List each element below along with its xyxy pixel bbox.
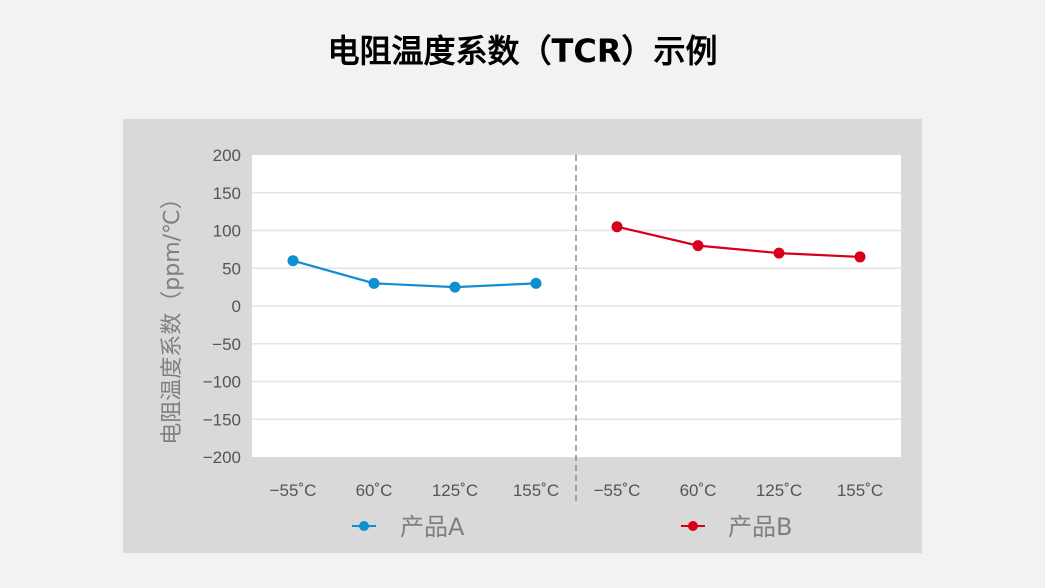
data-point [854,251,866,263]
x-tick-label: −55˚C [594,481,641,500]
page-title: 电阻温度系数（TCR）示例 [327,32,718,70]
data-point [611,221,623,233]
legend-label: 产品A [400,513,465,541]
data-point [449,281,461,293]
y-tick-label: −100 [203,373,241,392]
x-tick-label: 125˚C [756,481,802,500]
y-tick-label: 50 [222,259,241,278]
legend-marker-icon [688,521,698,531]
x-tick-label: 125˚C [432,481,478,500]
x-tick-label: 155˚C [513,481,559,500]
y-tick-label: 0 [232,297,241,316]
y-tick-label: 150 [213,184,241,203]
y-axis-label: 电阻温度系数（ppm/℃） [160,187,185,444]
y-tick-label: −200 [203,448,241,467]
y-tick-label: −150 [203,410,241,429]
y-tick-label: 200 [213,146,241,165]
data-point [368,277,380,289]
data-point [692,240,704,252]
x-tick-label: 155˚C [837,481,883,500]
legend-label: 产品B [728,513,792,541]
series-line [292,259,537,289]
x-tick-label: 60˚C [680,481,717,500]
x-tick-label: −55˚C [270,481,317,500]
data-point [287,255,299,267]
y-tick-label: 100 [213,222,241,241]
data-point [530,277,542,289]
y-tick-label: −50 [212,335,241,354]
x-tick-label: 60˚C [356,481,393,500]
data-point [773,247,785,259]
legend-marker-icon [359,521,369,531]
series-line [616,225,861,259]
